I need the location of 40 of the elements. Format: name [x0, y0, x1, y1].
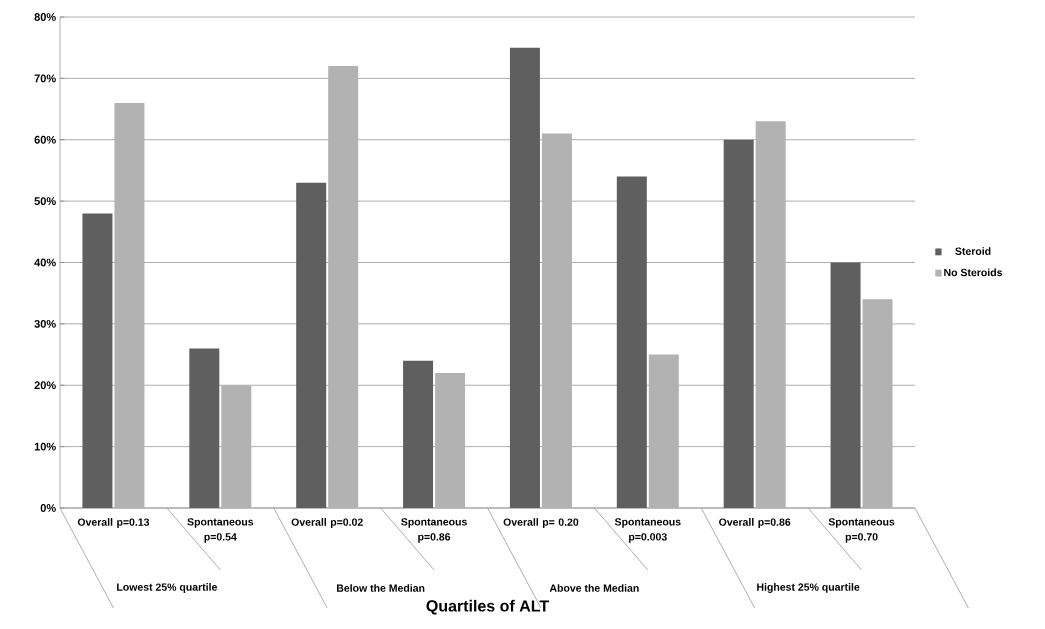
x-tick-label: Overall p=0.13 — [77, 518, 150, 528]
x-tick-label: Overall p=0.02 — [291, 518, 363, 528]
bar — [509, 47, 540, 508]
y-tick-label: 30% — [34, 319, 56, 328]
bar — [616, 176, 647, 508]
x-tick-label: Overall p=0.86 — [719, 518, 791, 528]
text: Below the Median — [337, 584, 425, 592]
x-tick-label: Overall p= 0.20 — [503, 518, 579, 528]
text: Highest 25% quartile — [757, 583, 860, 593]
x-tick-label: Spontaneous p=0.54 — [187, 518, 254, 543]
bar — [435, 372, 466, 508]
x-tick-label: Spontaneous p=0.70 — [828, 518, 895, 543]
bar — [830, 262, 861, 508]
text: Lowest 25% quartile — [117, 583, 217, 593]
y-tick-label: 10% — [34, 442, 56, 451]
bar — [862, 299, 893, 508]
x-tick-label: Spontaneous p=0.003 — [614, 518, 681, 543]
y-tick-label: 80% — [34, 13, 56, 21]
y-tick-label: 20% — [34, 381, 56, 390]
bar — [648, 354, 679, 508]
text: Above the Median — [549, 584, 639, 592]
y-tick-label: 70% — [34, 74, 56, 83]
y-tick-label: 60% — [34, 135, 56, 144]
bar — [328, 66, 359, 508]
bar — [755, 121, 786, 508]
legend-label: No Steroids — [944, 268, 1003, 277]
y-tick-label: 0% — [40, 504, 56, 512]
bar — [114, 102, 145, 508]
x-axis-title: Quartiles of ALT — [426, 599, 549, 615]
bar — [221, 385, 252, 508]
bar — [296, 182, 327, 508]
x-tick-label: Spontaneous p=0.86 — [401, 518, 467, 543]
bar — [403, 360, 434, 508]
bar — [82, 213, 113, 508]
bar — [189, 348, 220, 508]
y-tick-label: 50% — [34, 197, 56, 206]
legend-label: Steroid — [955, 247, 991, 255]
bar — [723, 139, 754, 508]
y-tick-label: 40% — [34, 258, 56, 267]
bar — [541, 133, 572, 508]
